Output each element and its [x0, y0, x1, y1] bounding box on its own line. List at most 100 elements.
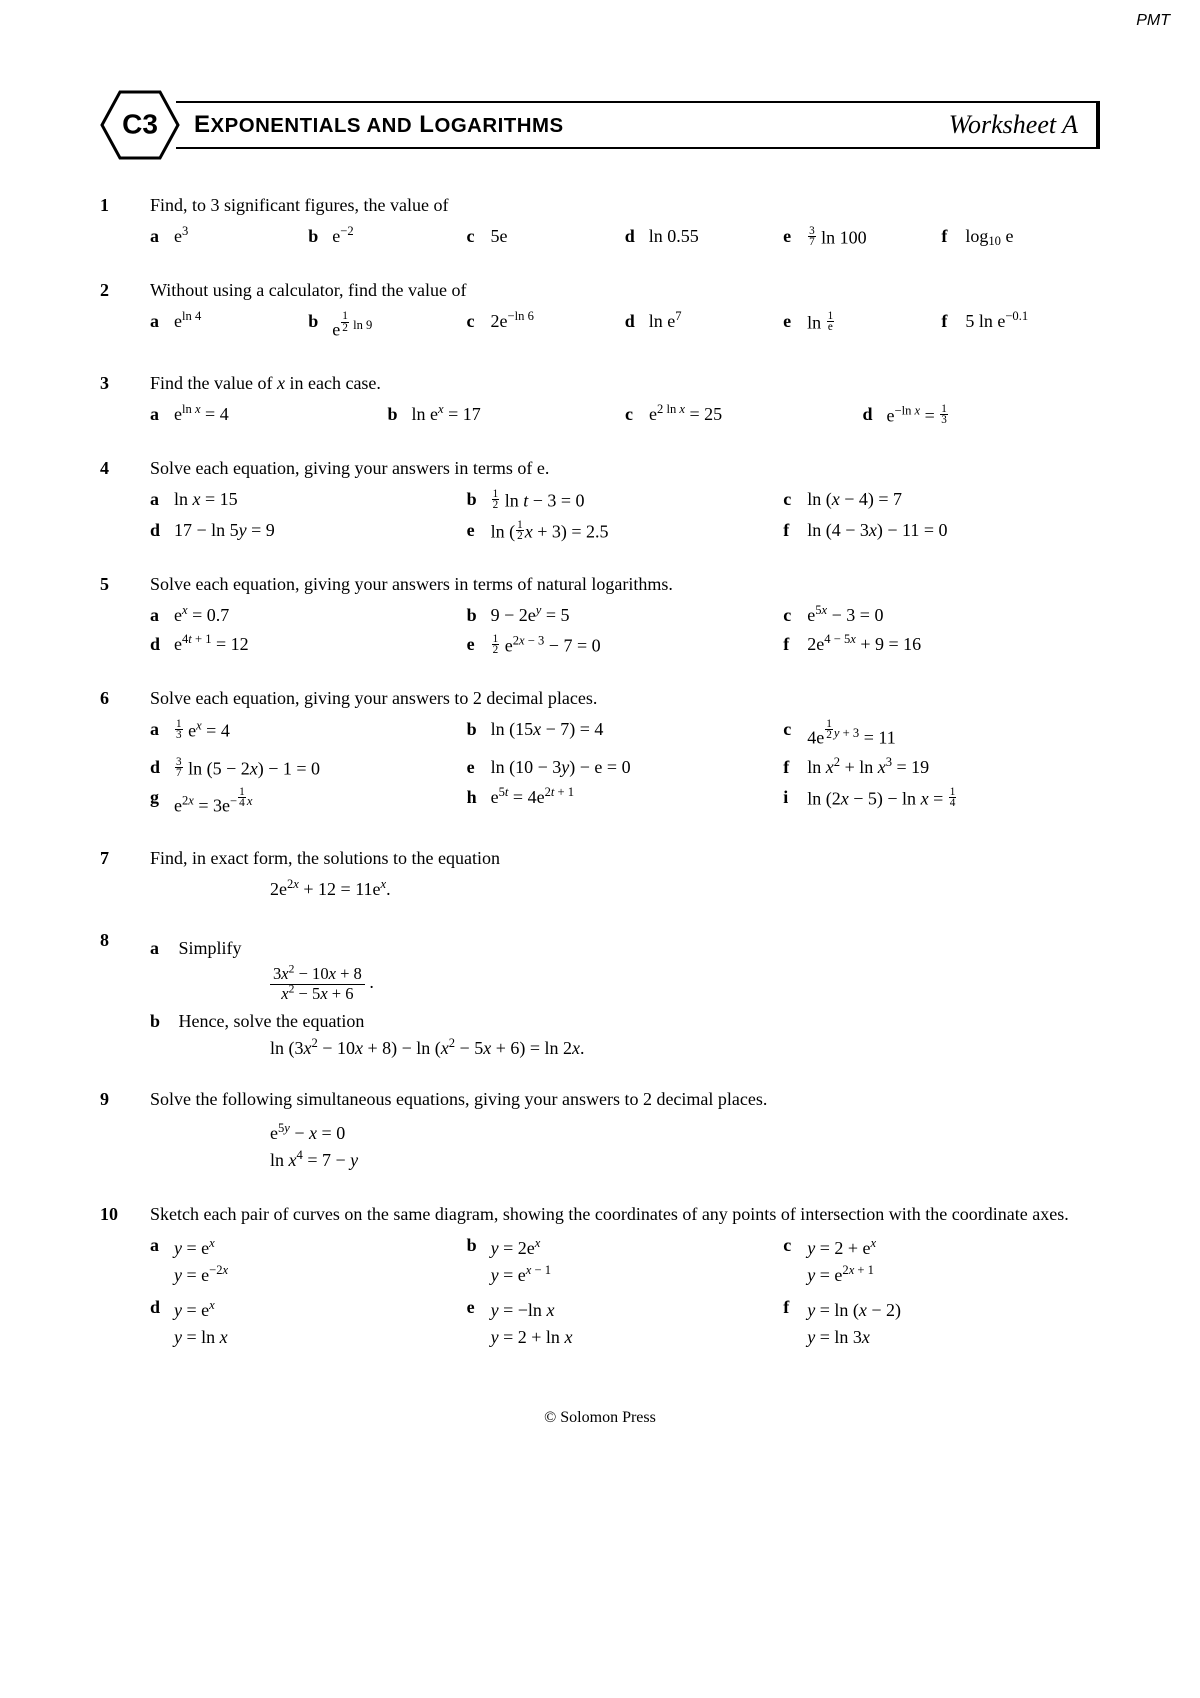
- question-number: 9: [100, 1089, 150, 1180]
- part-expr: e5x − 3 = 0: [807, 605, 1092, 626]
- part-label: c: [467, 311, 491, 340]
- part-6c: c4e12y + 3 = 11: [783, 719, 1100, 748]
- part-expr: y = 2 + exy = e2x + 1: [807, 1235, 1092, 1289]
- part-label: a: [150, 311, 174, 340]
- question-number: 5: [100, 574, 150, 664]
- course-badge: C3: [100, 90, 180, 160]
- part-label: b: [467, 605, 491, 626]
- part-expr: y = 2exy = ex − 1: [491, 1235, 776, 1289]
- part-6b: bln (15x − 7) = 4: [467, 719, 784, 748]
- part-expr: 37 ln 100: [807, 226, 933, 248]
- part-expr: ln (12x + 3) = 2.5: [491, 520, 776, 542]
- part-label: a: [150, 226, 174, 248]
- worksheet-label: Worksheet A: [949, 110, 1078, 140]
- part-2b: be12 ln 9: [308, 311, 466, 340]
- part-text: Hence, solve the equation: [179, 1011, 365, 1031]
- question-8: 8 a Simplify 3x2 − 10x + 8x2 − 5x + 6 . …: [100, 930, 1100, 1064]
- part-6d: d37 ln (5 − 2x) − 1 = 0: [150, 757, 467, 779]
- part-6g: ge2x = 3e−14x: [150, 787, 467, 816]
- question-number: 10: [100, 1204, 150, 1359]
- part-label: c: [625, 404, 649, 426]
- part-2f: f5 ln e−0.1: [941, 311, 1099, 340]
- part-10b: by = 2exy = ex − 1: [467, 1235, 784, 1289]
- part-5f: f2e4 − 5x + 9 = 16: [783, 634, 1100, 656]
- part-expr: ln (15x − 7) = 4: [491, 719, 776, 748]
- part-expr: ln ex = 17: [412, 404, 618, 426]
- part-4b: b12 ln t − 3 = 0: [467, 489, 784, 511]
- pmt-label: PMT: [1136, 12, 1170, 30]
- part-4d: d17 − ln 5y = 9: [150, 520, 467, 542]
- part-expr: e5t = 4e2t + 1: [491, 787, 776, 816]
- part-expr: e3: [174, 226, 300, 248]
- part-label: f: [783, 520, 807, 542]
- part-label: e: [467, 1297, 491, 1351]
- part-5e: e12 e2x − 3 − 7 = 0: [467, 634, 784, 656]
- part-label: f: [941, 311, 965, 340]
- part-label: e: [467, 634, 491, 656]
- worksheet-header: C3 EXPONENTIALS AND LOGARITHMS Worksheet…: [100, 90, 1100, 160]
- part-2c: c2e−ln 6: [467, 311, 625, 340]
- question-2: 2 Without using a calculator, find the v…: [100, 280, 1100, 348]
- part-label: a: [150, 404, 174, 426]
- part-1b: be−2: [308, 226, 466, 248]
- part-label: c: [783, 719, 807, 748]
- part-label: a: [150, 605, 174, 626]
- part-1a: ae3: [150, 226, 308, 248]
- question-number: 7: [100, 848, 150, 906]
- footer-copyright: © Solomon Press: [100, 1409, 1100, 1427]
- part-6h: he5t = 4e2t + 1: [467, 787, 784, 816]
- question-text: Solve the following simultaneous equatio…: [150, 1089, 1100, 1110]
- part-label: e: [467, 520, 491, 542]
- part-expr: 2e−ln 6: [491, 311, 617, 340]
- part-label: f: [783, 1297, 807, 1351]
- part-expr: 5e: [491, 226, 617, 248]
- part-expr: ln (4 − 3x) − 11 = 0: [807, 520, 1092, 542]
- part-label: a: [150, 938, 174, 959]
- part-8a: a Simplify: [150, 938, 1100, 959]
- part-6f: fln x2 + ln x3 = 19: [783, 757, 1100, 779]
- part-label: i: [783, 787, 807, 816]
- part-expr: y = exy = e−2x: [174, 1235, 459, 1289]
- part-expr: log10 e: [965, 226, 1091, 248]
- part-label: c: [783, 489, 807, 511]
- part-label: d: [863, 404, 887, 426]
- part-3d: de−ln x = 13: [863, 404, 1101, 426]
- part-expr: ln 0.55: [649, 226, 775, 248]
- part-label: e: [467, 757, 491, 779]
- part-4a: aln x = 15: [150, 489, 467, 511]
- question-text: Find the value of x in each case.: [150, 373, 1100, 394]
- part-expr: 2e4 − 5x + 9 = 16: [807, 634, 1092, 656]
- part-10c: cy = 2 + exy = e2x + 1: [783, 1235, 1100, 1289]
- part-2a: aeln 4: [150, 311, 308, 340]
- part-expr: 12 ln t − 3 = 0: [491, 489, 776, 511]
- equation: 2e2x + 12 = 11ex.: [270, 879, 1100, 900]
- part-10d: dy = exy = ln x: [150, 1297, 467, 1351]
- part-label: c: [783, 1235, 807, 1289]
- part-label: f: [783, 634, 807, 656]
- part-expr: ln e7: [649, 311, 775, 340]
- question-5: 5 Solve each equation, giving your answe…: [100, 574, 1100, 664]
- part-2e: eln 1e: [783, 311, 941, 340]
- question-3: 3 Find the value of x in each case. aeln…: [100, 373, 1100, 434]
- part-3c: ce2 ln x = 25: [625, 404, 863, 426]
- part-2d: dln e7: [625, 311, 783, 340]
- question-text: Find, to 3 significant figures, the valu…: [150, 195, 1100, 216]
- question-text: Find, in exact form, the solutions to th…: [150, 848, 1100, 869]
- part-expr: e2 ln x = 25: [649, 404, 855, 426]
- part-4f: fln (4 − 3x) − 11 = 0: [783, 520, 1100, 542]
- question-text: Sketch each pair of curves on the same d…: [150, 1204, 1100, 1225]
- part-label: b: [308, 226, 332, 248]
- part-label: c: [783, 605, 807, 626]
- part-10f: fy = ln (x − 2)y = ln 3x: [783, 1297, 1100, 1351]
- part-6a: a13 ex = 4: [150, 719, 467, 748]
- part-5c: ce5x − 3 = 0: [783, 605, 1100, 626]
- part-4e: eln (12x + 3) = 2.5: [467, 520, 784, 542]
- part-label: d: [150, 520, 174, 542]
- part-label: e: [783, 226, 807, 248]
- question-number: 3: [100, 373, 150, 434]
- question-number: 8: [100, 930, 150, 1064]
- part-1f: flog10 e: [941, 226, 1099, 248]
- part-expr: 9 − 2ey = 5: [491, 605, 776, 626]
- question-text: Solve each equation, giving your answers…: [150, 688, 1100, 709]
- part-label: b: [467, 489, 491, 511]
